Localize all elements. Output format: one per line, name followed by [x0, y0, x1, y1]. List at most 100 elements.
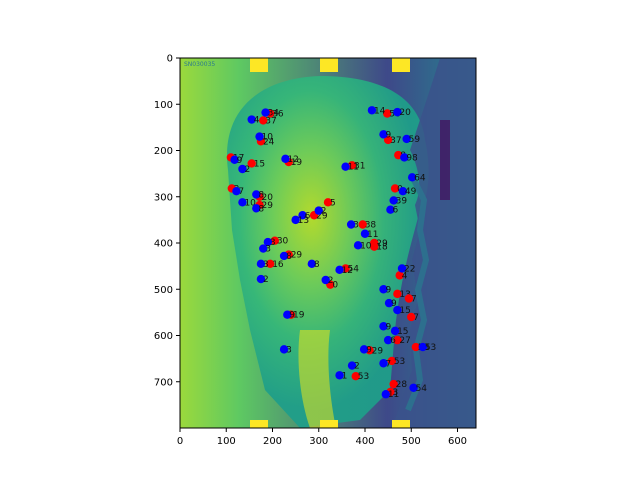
blue-landmark-point: [418, 342, 428, 352]
red-landmark-point: [389, 379, 398, 389]
blue-landmark-label: 64: [414, 173, 426, 183]
ruler-bar: [440, 120, 450, 200]
blue-landmark-label: 20: [399, 108, 411, 118]
red-landmark-label: 13: [399, 290, 410, 300]
blue-landmark-point: [367, 106, 377, 115]
blue-landmark-label: 6: [390, 336, 396, 346]
blue-landmark-point: [279, 345, 289, 354]
blue-landmark-point: [256, 259, 266, 269]
blue-landmark-label: 34: [268, 109, 280, 119]
red-landmark-label: 29: [291, 251, 303, 261]
blue-landmark-point: [384, 298, 394, 308]
blue-landmark-point: [389, 196, 398, 205]
red-landmark-label: 15: [254, 159, 265, 169]
blue-landmark-label: 7: [386, 359, 392, 369]
blue-landmark-point: [238, 198, 247, 207]
calibration-marker: [320, 420, 338, 428]
blue-landmark-point: [379, 359, 388, 368]
blue-landmark-point: [307, 259, 317, 269]
blue-landmark-point: [400, 153, 409, 162]
blue-landmark-label: 4: [254, 116, 260, 126]
x-tick-label: 0: [177, 436, 183, 447]
blue-landmark-point: [346, 220, 356, 229]
red-landmark-point: [383, 109, 392, 118]
blue-landmark-label: 8: [314, 260, 320, 270]
red-landmark-label: 31: [354, 161, 365, 171]
blue-landmark-point: [335, 371, 344, 380]
red-landmark-label: 7: [411, 295, 417, 305]
blue-landmark-point: [353, 241, 363, 250]
facial-profile: [392, 58, 476, 428]
red-landmark-point: [358, 220, 367, 229]
x-tick-label: 300: [309, 436, 328, 447]
x-tick-label: 100: [217, 436, 236, 447]
blue-landmark-label: 12: [287, 155, 298, 165]
blue-landmark-label: 98: [406, 153, 418, 163]
blue-landmark-point: [263, 237, 273, 247]
blue-landmark-point: [261, 108, 270, 117]
blue-landmark-label: 2: [328, 276, 334, 286]
blue-landmark-label: 3: [286, 345, 292, 355]
blue-landmark-label: 6: [392, 206, 398, 216]
blue-landmark-point: [230, 155, 239, 164]
red-landmark-point: [404, 294, 414, 303]
blue-landmark-label: 11: [367, 230, 378, 240]
blue-landmark-label: 3: [263, 260, 269, 270]
blue-landmark-label: 9: [366, 345, 372, 355]
blue-landmark-label: 9: [237, 156, 243, 166]
blue-landmark-label: 3: [270, 238, 276, 248]
blue-landmark-label: 3: [353, 221, 359, 231]
red-landmark-point: [259, 116, 268, 125]
red-landmark-label: 16: [272, 260, 284, 270]
red-landmark-point: [383, 135, 393, 145]
blue-landmark-point: [393, 107, 402, 117]
blue-landmark-point: [379, 130, 388, 139]
blue-landmark-label: 9: [386, 130, 392, 140]
blue-landmark-label: 13: [298, 216, 309, 226]
blue-landmark-point: [347, 361, 357, 370]
red-landmark-point: [323, 198, 333, 207]
red-landmark-label: 19: [291, 158, 303, 168]
red-landmark-label: 36: [272, 110, 284, 120]
red-landmark-point: [270, 236, 280, 245]
red-landmark-label: 27: [399, 336, 410, 346]
blue-landmark-point: [379, 322, 388, 331]
xray-background: SN030035: [180, 58, 476, 428]
blue-landmark-point: [402, 134, 411, 144]
blue-landmark-label: 59: [409, 135, 421, 145]
blue-landmark-point: [407, 173, 417, 182]
blue-landmark-point: [360, 229, 370, 238]
blue-landmark-point: [255, 132, 264, 141]
y-tick-label: 700: [154, 377, 173, 388]
y-tick-label: 400: [154, 239, 173, 250]
x-tick-label: 400: [355, 436, 374, 447]
blue-landmark-label: 1: [342, 371, 348, 381]
red-landmark-label: 29: [376, 239, 388, 249]
blue-landmark-label: 6: [305, 211, 311, 221]
blue-landmark-label: 2: [354, 362, 360, 372]
y-tick-label: 500: [154, 285, 173, 296]
cervical-spine: [298, 330, 336, 428]
red-landmark-point: [347, 161, 357, 170]
red-landmark-point: [411, 342, 421, 352]
skull-silhouette: [226, 76, 429, 428]
blue-landmark-label: 9: [386, 285, 392, 295]
blue-landmark-label: 10: [244, 198, 256, 208]
blue-landmark-label: 3: [265, 245, 271, 255]
blue-landmark-point: [291, 215, 300, 225]
blue-landmark-point: [379, 285, 388, 294]
blue-landmark-label: 22: [404, 264, 415, 274]
calibration-marker: [392, 420, 410, 428]
blue-landmark-label: 14: [374, 106, 386, 116]
blue-landmark-label: 2: [321, 207, 327, 217]
blue-landmark-label: 9: [289, 311, 295, 321]
image-corner-text: SN030035: [184, 61, 215, 68]
red-landmark-label: 19: [293, 311, 305, 321]
blue-landmark-label: 8: [258, 204, 264, 214]
red-landmark-label: 24: [263, 137, 275, 147]
blue-landmark-point: [335, 265, 344, 275]
blue-landmark-point: [314, 206, 323, 215]
x-axis: 0 100 200 300 400 500 600: [177, 428, 467, 447]
red-landmark-label: 53: [394, 357, 405, 367]
red-landmark-point: [393, 289, 402, 299]
